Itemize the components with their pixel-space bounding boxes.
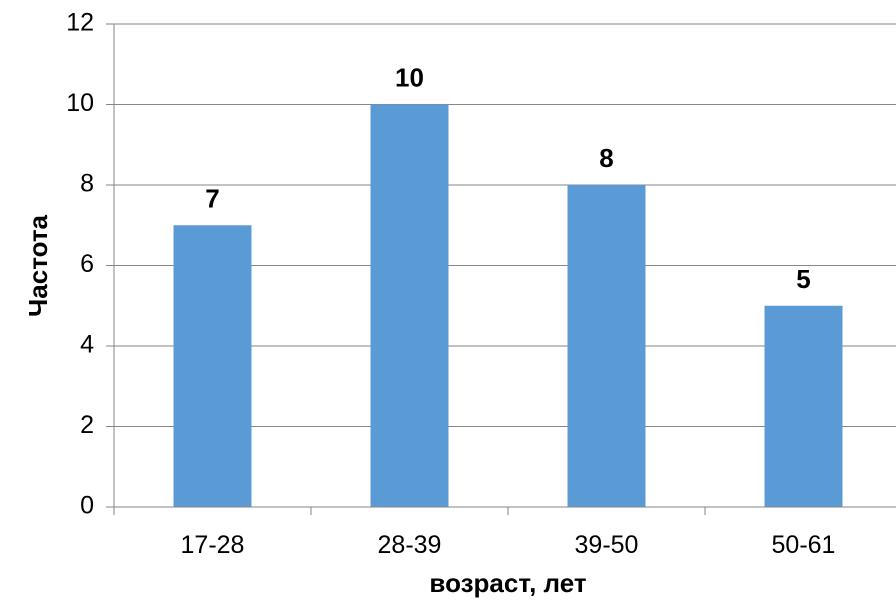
y-tick-label: 6 xyxy=(80,250,94,278)
y-tick-label: 2 xyxy=(80,411,94,439)
y-tick-label: 4 xyxy=(80,331,94,359)
x-tick-label-50-61: 50-61 xyxy=(772,531,836,559)
y-tick-label: 10 xyxy=(66,89,94,117)
data-label-28-39: 10 xyxy=(395,63,424,93)
bar-39-50 xyxy=(567,185,646,507)
y-tick-label: 8 xyxy=(80,170,94,198)
bars xyxy=(173,104,843,507)
data-label-17-28: 7 xyxy=(205,183,219,213)
y-tick-label: 0 xyxy=(80,492,94,520)
bar-50-61 xyxy=(764,305,843,507)
data-label-50-61: 5 xyxy=(796,264,810,294)
data-labels: 7 10 8 5 xyxy=(205,63,810,294)
x-tick-label-28-39: 28-39 xyxy=(378,531,442,559)
y-tick-label: 12 xyxy=(66,9,94,37)
x-tick-label-17-28: 17-28 xyxy=(181,531,245,559)
x-tick-label-39-50: 39-50 xyxy=(575,531,639,559)
y-axis-title: Частота xyxy=(23,214,53,317)
bar-17-28 xyxy=(173,225,252,507)
bar-28-39 xyxy=(370,104,449,507)
axes: 0 2 4 6 8 10 12 17-28 28-39 39-50 50-61 xyxy=(66,9,896,559)
x-axis-title: возраст, лет xyxy=(429,568,586,598)
data-label-39-50: 8 xyxy=(599,143,613,173)
